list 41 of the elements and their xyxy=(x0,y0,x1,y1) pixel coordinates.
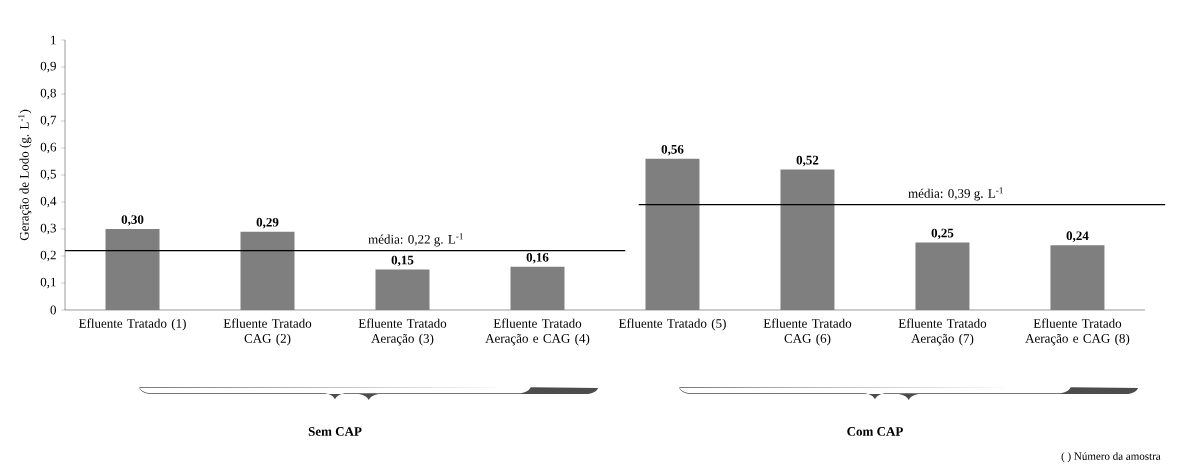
y-tick-label: 0 xyxy=(50,305,56,315)
bar xyxy=(1050,244,1105,310)
x-tick-label: Efluente Tratado (1) xyxy=(78,318,186,331)
data-label: 0,29 xyxy=(256,217,279,229)
y-tick-label: 0,4 xyxy=(40,196,57,208)
y-tick-label: 0,8 xyxy=(40,88,56,100)
data-label: 0,52 xyxy=(796,155,819,167)
text: ( ) Número da amostra xyxy=(1061,451,1161,462)
bar xyxy=(915,242,970,310)
x-tick-label: Efluente Tratado Aeração (7) xyxy=(898,318,987,346)
x-tick-label: Efluente Tratado Aeração (3) xyxy=(358,318,447,346)
bar xyxy=(375,269,430,310)
bar xyxy=(510,266,565,310)
y-tick-label: 0,2 xyxy=(40,250,56,262)
x-tick-label: Efluente Tratado Aeração e CAG (4) xyxy=(485,318,590,346)
data-label: 0,15 xyxy=(391,255,414,267)
y-tick-label: 0,3 xyxy=(40,223,56,235)
data-label: 0,30 xyxy=(121,214,144,226)
data-label: 0,25 xyxy=(931,228,954,240)
bar xyxy=(645,158,700,310)
text: Sem CAP xyxy=(308,426,362,436)
y-tick-label: 0,7 xyxy=(40,115,57,127)
x-tick-label: Efluente Tratado CAG (6) xyxy=(763,318,852,346)
bar xyxy=(780,169,835,310)
text: Com CAP xyxy=(847,426,903,436)
data-label: 0,24 xyxy=(1066,231,1089,242)
ref-line-label: média: 0,22 g. L$^{-1}$ xyxy=(368,233,463,247)
x-tick-label: Efluente Tratado CAG (2) xyxy=(223,318,312,346)
bar xyxy=(240,231,295,310)
y-tick-label: 1 xyxy=(51,35,56,45)
x-tick-label: Efluente Tratado (5) xyxy=(618,318,726,331)
x-tick-label: Efluente Tratado Aeração e CAG (8) xyxy=(1025,318,1130,346)
y-tick-label: 0,1 xyxy=(40,277,56,289)
bar xyxy=(105,228,160,310)
y-tick-label: 0,9 xyxy=(40,61,56,73)
y-axis-title: Geração de Lodo (g. L$^{-1}$) xyxy=(18,109,32,240)
data-label: 0,16 xyxy=(526,252,549,264)
y-tick-label: 0,6 xyxy=(40,142,57,154)
y-tick-label: 0,5 xyxy=(40,169,56,181)
ref-line-label: média: 0,39 g. L$^{-1}$ xyxy=(908,187,1003,201)
data-label: 0,56 xyxy=(661,144,684,156)
